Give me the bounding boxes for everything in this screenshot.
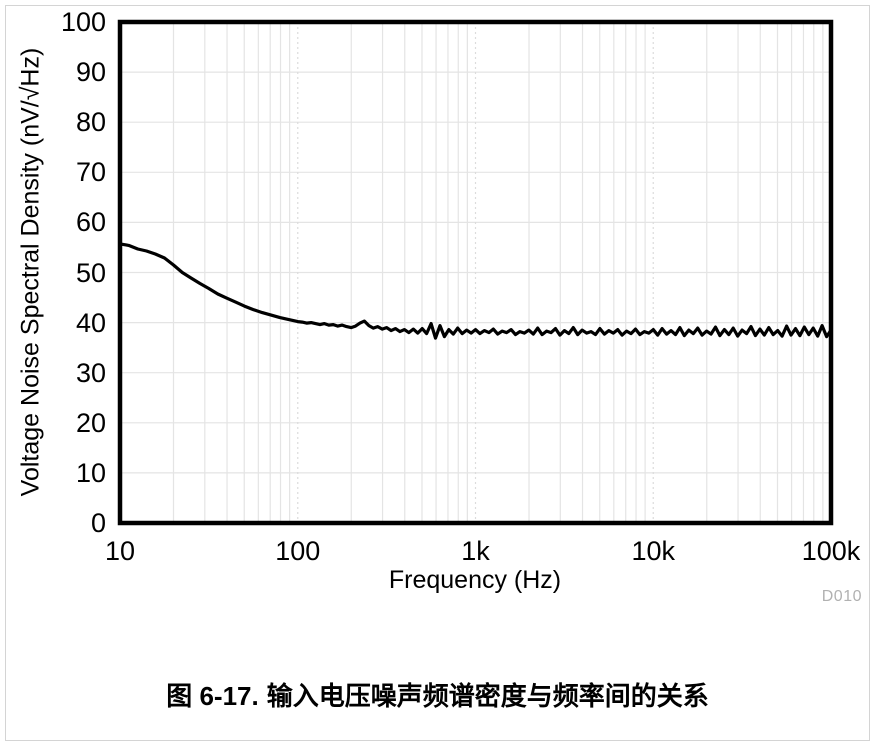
x-tick-label: 100 <box>275 536 321 566</box>
figure-number: 图 6-17. <box>166 681 259 711</box>
figure-title: 输入电压噪声频谱密度与频率间的关系 <box>266 681 709 711</box>
y-tick-label: 100 <box>60 7 106 37</box>
y-tick-label: 50 <box>75 257 106 288</box>
x-tick-label: 100k <box>801 536 861 566</box>
y-tick-label: 70 <box>75 157 106 188</box>
y-tick-label: 20 <box>75 407 106 438</box>
y-tick-label: 60 <box>75 207 106 238</box>
y-tick-label: 40 <box>75 307 106 338</box>
y-tick-label: 30 <box>75 357 106 388</box>
plot-frame <box>117 19 834 526</box>
y-tick-label: 0 <box>90 508 106 538</box>
x-tick-label: 1k <box>461 536 490 566</box>
x-axis-label: Frequency (Hz) <box>388 566 562 594</box>
y-tick-label: 10 <box>75 457 106 488</box>
x-tick-label: 10k <box>631 536 676 566</box>
y-tick-label: 90 <box>75 57 106 88</box>
x-tick-label: 10 <box>104 536 136 566</box>
plot-id-label: D010 <box>821 588 862 605</box>
noise-curve <box>118 242 833 340</box>
y-tick-label: 80 <box>75 107 106 138</box>
figure-caption: 图 6-17. 输入电压噪声频谱密度与频率间的关系 <box>0 676 875 713</box>
